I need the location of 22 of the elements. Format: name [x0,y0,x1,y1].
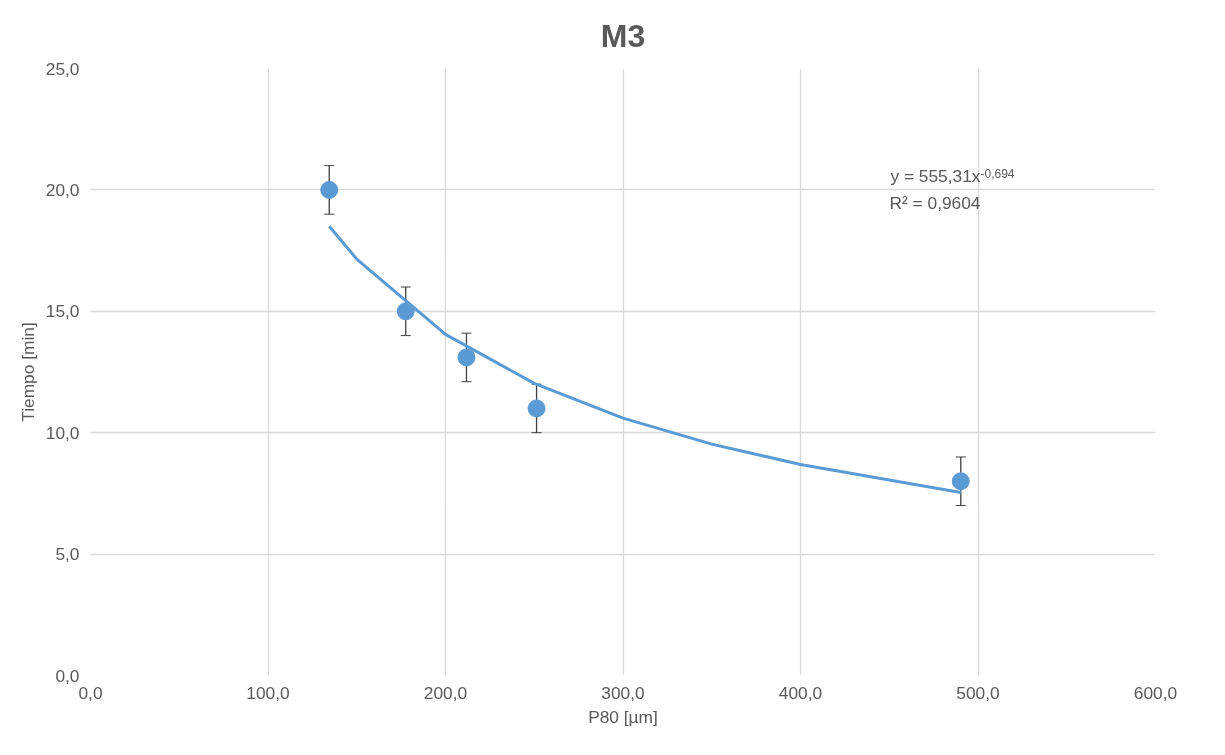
y-tick-label: 20,0 [45,179,80,200]
y-tick-label: 25,0 [45,58,80,79]
point [527,399,546,418]
point [320,180,339,199]
y-tick-label: 0,0 [55,665,80,686]
x-tick-label: 500,0 [956,682,1000,703]
point [457,348,476,367]
y-axis-title: Tiempo [min] [17,322,38,422]
chart-title: M3 [600,17,646,54]
x-tick-label: 400,0 [778,682,823,703]
x-tick-label: 200,0 [423,682,468,703]
x-tick-label: 600,0 [1133,682,1178,703]
x-axis-title: P80 [µm] [588,706,658,727]
point [396,302,415,321]
y-tick-label: 15,0 [45,301,80,322]
y-tick-label: 10,0 [45,422,80,443]
y-tick-label: 5,0 [55,544,80,565]
point [951,472,970,491]
x-tick-label: 0,0 [78,682,103,703]
annotation: R² = 0,9604 [889,192,981,213]
x-tick-label: 100,0 [246,682,290,703]
x-tick-label: 300,0 [601,682,645,703]
